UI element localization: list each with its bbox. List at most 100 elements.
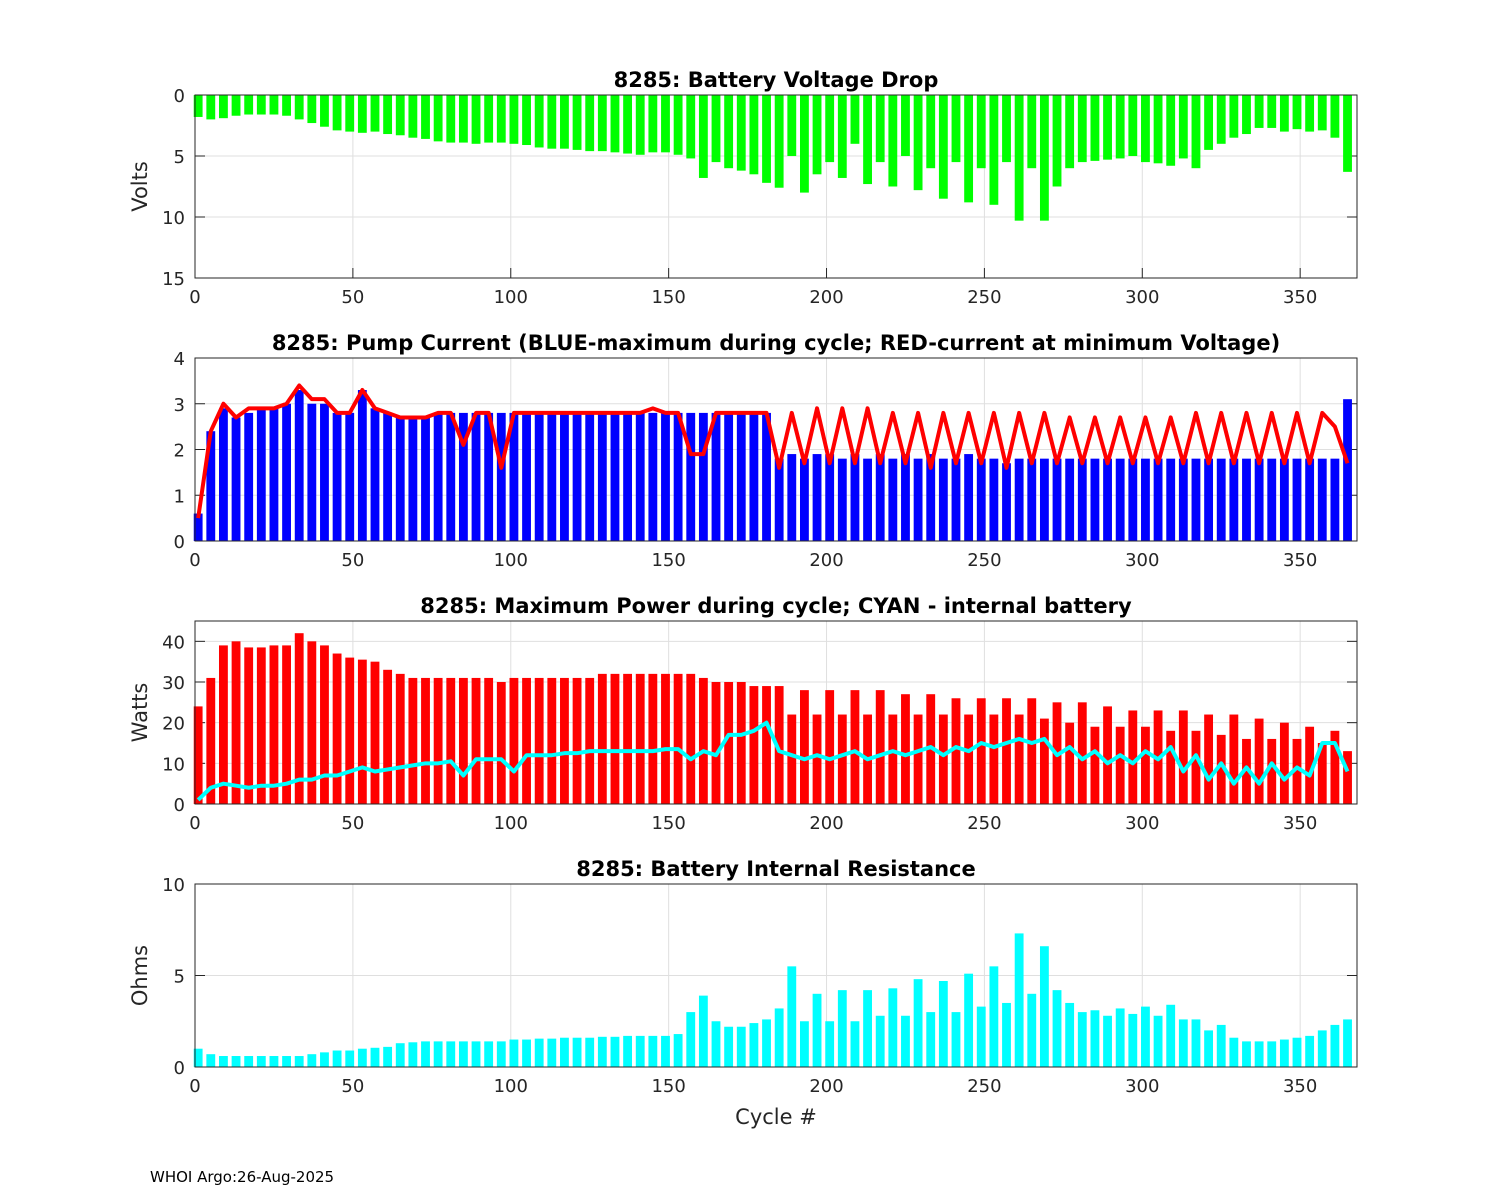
internal-resistance-bar (534, 1038, 544, 1067)
internal-resistance-bar (724, 1026, 734, 1067)
voltage-drop-bar (812, 95, 822, 175)
max-power-bar (749, 686, 759, 804)
pump-current-bar (231, 417, 241, 541)
pump-current-bar (661, 412, 670, 541)
internal-resistance-bar (964, 973, 974, 1067)
pump-current-bar (572, 412, 582, 541)
internal-resistance-bar (1317, 1030, 1327, 1067)
pump-current-bar (547, 412, 557, 541)
voltage-drop-bar (799, 95, 809, 193)
max-power-bar (875, 690, 885, 804)
x-tick-label: 50 (341, 1076, 364, 1097)
internal-resistance-bar (1254, 1041, 1264, 1067)
internal-resistance-bar (1115, 1008, 1125, 1067)
pump-current-bar (875, 454, 885, 541)
max-power-bar (332, 653, 342, 804)
max-power-bar (1330, 730, 1340, 804)
voltage-drop-bar (1254, 95, 1264, 128)
pump-current-bar (623, 412, 633, 541)
max-power-bar (888, 714, 898, 804)
pump-current-bar (1178, 458, 1188, 541)
y-tick-label: 3 (174, 395, 185, 416)
max-power-bar (698, 677, 708, 804)
pump-current-bar (635, 412, 645, 541)
voltage-drop-bar (244, 95, 254, 115)
voltage-drop-bar (294, 95, 304, 120)
max-power-bar (231, 641, 241, 804)
internal-resistance-bar (901, 1015, 910, 1067)
voltage-drop-bar (989, 95, 999, 205)
max-power-bar (686, 673, 696, 804)
max-power-bar (1014, 714, 1024, 804)
max-power-bar (1343, 751, 1352, 804)
pump-current-bar (1229, 458, 1239, 541)
pump-current-bar (774, 458, 784, 541)
voltage-drop-bar (282, 95, 291, 116)
voltage-drop-bar (383, 95, 393, 135)
max-power-bar (395, 673, 405, 804)
pump-current-bar (1292, 458, 1302, 541)
internal-resistance-bar (1267, 1041, 1277, 1067)
max-power-bar (623, 673, 633, 804)
internal-resistance-bar (875, 1015, 885, 1067)
max-power-bar (496, 682, 506, 804)
pump-current-bar (370, 408, 380, 541)
voltage-drop-bar (1330, 95, 1340, 138)
x-tick-label: 50 (341, 287, 364, 308)
x-tick-label: 200 (809, 287, 843, 308)
x-tick-label: 250 (967, 1076, 1001, 1097)
voltage-drop-bar (1267, 95, 1277, 128)
pump-current-bar (534, 412, 544, 541)
voltage-drop-bar (951, 95, 961, 163)
pump-current-bar (269, 408, 279, 541)
y-tick-label: 15 (162, 269, 185, 290)
max-power-bar (825, 690, 835, 804)
internal-resistance-bar (825, 1021, 835, 1067)
voltage-drop-bar (1242, 95, 1251, 135)
internal-resistance-bar (799, 1021, 809, 1067)
max-power-bar (648, 673, 658, 804)
pump-current-bar (850, 454, 860, 541)
pump-current-bar (244, 412, 254, 541)
y-tick-label: 2 (174, 441, 185, 462)
max-power-bar (1027, 698, 1037, 804)
voltage-drop-bar (888, 95, 898, 187)
internal-resistance-bar (496, 1041, 506, 1067)
pump-current-bar (1166, 458, 1176, 541)
voltage-drop-bar (1343, 95, 1352, 172)
internal-resistance-bar (976, 1006, 986, 1067)
voltage-drop-bar (509, 95, 519, 144)
pump-current-bar (724, 412, 734, 541)
max-power-bar (509, 677, 519, 804)
internal-resistance-bar (812, 993, 822, 1067)
max-power-bar (989, 714, 999, 804)
internal-resistance-bar (736, 1026, 746, 1067)
internal-resistance-bar (282, 1056, 291, 1067)
voltage-drop-bar (1279, 95, 1289, 132)
x-tick-label: 50 (341, 813, 364, 834)
voltage-drop-title: 8285: Battery Voltage Drop (614, 68, 939, 92)
voltage-drop-bar (673, 95, 683, 155)
voltage-drop-bar (724, 95, 734, 169)
internal-resistance-axes-box (194, 883, 1358, 1068)
internal-resistance-bar (1204, 1030, 1214, 1067)
max-power-bar (320, 645, 329, 804)
internal-resistance-bar (395, 1043, 405, 1067)
max-power-bar (357, 659, 367, 804)
max-power-bar (547, 677, 557, 804)
voltage-drop-bar (762, 95, 771, 183)
x-tick-label: 0 (189, 1076, 200, 1097)
voltage-drop-bar (623, 95, 633, 154)
voltage-drop-bar (1292, 95, 1302, 130)
max-power-bar (1279, 722, 1289, 804)
max-power-bar (1178, 710, 1188, 804)
voltage-drop-bar (484, 95, 494, 143)
pump-current-line-current-at-minimum-Voltage (196, 383, 1350, 519)
internal-resistance-title: 8285: Battery Internal Resistance (576, 857, 976, 881)
internal-resistance-bar (913, 979, 923, 1067)
internal-resistance-bar (597, 1036, 607, 1067)
voltage-drop-bar (1128, 95, 1138, 156)
internal-resistance-bar (1141, 1006, 1150, 1067)
voltage-drop-bar (547, 95, 557, 149)
pump-current-bar (825, 454, 835, 541)
